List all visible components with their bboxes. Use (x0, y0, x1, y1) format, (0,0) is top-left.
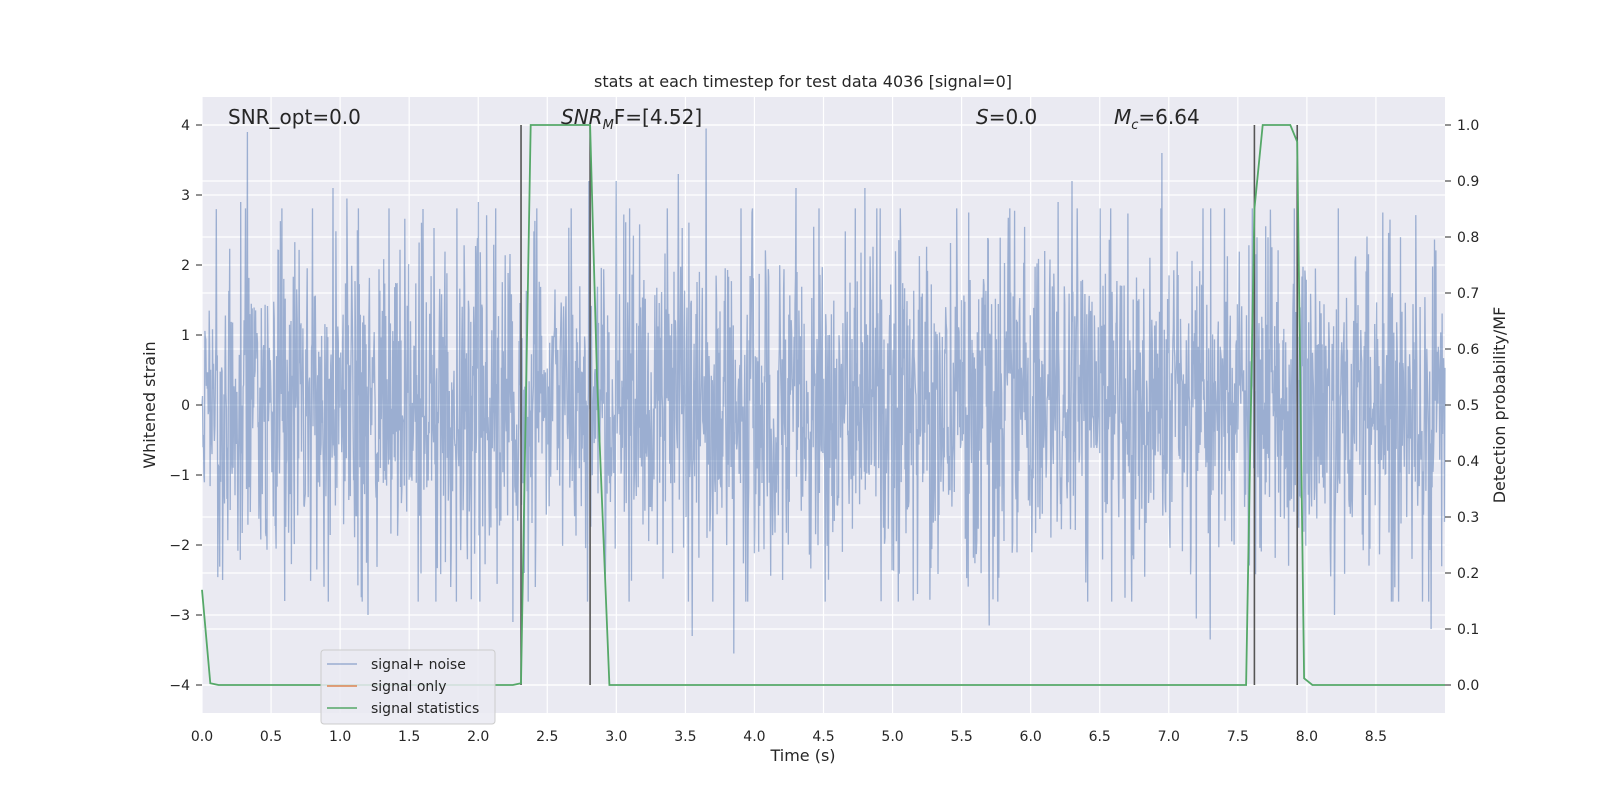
y-tick-label: −4 (169, 678, 190, 694)
y2-tick-label: 0.9 (1457, 174, 1479, 190)
legend-box (320, 649, 496, 725)
y-axis-ticks: −4 −3 −2 −1 0 1 2 3 4 (169, 118, 202, 694)
annotation-mc: Mc=6.64 (1114, 105, 1200, 133)
y-tick-label: 1 (181, 328, 190, 344)
annotation-mc-rest: =6.64 (1138, 105, 1199, 129)
x-tick-label: 4.0 (743, 729, 765, 745)
y2-tick-label: 0.7 (1457, 286, 1479, 302)
x-tick-label: 8.5 (1365, 729, 1387, 745)
annotation-mc-main: M (1114, 105, 1131, 129)
y-tick-label: 4 (181, 118, 190, 134)
x-tick-label: 5.0 (881, 729, 903, 745)
x-tick-label: 4.5 (812, 729, 834, 745)
y2-tick-label: 0.1 (1457, 622, 1479, 638)
legend-label-signal-only: signal only (371, 679, 446, 695)
series-signal-noise (201, 128, 1446, 654)
x-axis-label: Time (s) (769, 746, 835, 765)
annotation-mc-sub: c (1131, 118, 1138, 133)
x-tick-label: 5.5 (950, 729, 972, 745)
x-tick-label: 2.0 (467, 729, 489, 745)
annotation-s-main: S (976, 105, 989, 129)
x-tick-label: 1.5 (398, 729, 420, 745)
x-tick-label: 1.0 (329, 729, 351, 745)
vertical-markers (520, 125, 1299, 685)
annotation-snr-mf-rest: F=[4.52] (614, 105, 702, 129)
y2-tick-label: 0.2 (1457, 566, 1479, 582)
y2-tick-label: 0.5 (1457, 398, 1479, 414)
x-tick-label: 6.5 (1089, 729, 1111, 745)
noise-line (201, 128, 1446, 654)
y-tick-label: −2 (169, 538, 190, 554)
annotation-snr-mf-main: SNR (561, 105, 603, 129)
y-tick-label: 2 (181, 258, 190, 274)
y2-tick-label: 0.6 (1457, 342, 1479, 358)
y-tick-label: −1 (169, 468, 190, 484)
x-tick-label: 7.5 (1227, 729, 1249, 745)
y-tick-label: 3 (181, 188, 190, 204)
annotation-snr-mf: SNRMF=[4.52] (561, 105, 702, 133)
annotation-snr-opt: SNR_opt=0.0 (228, 105, 361, 129)
x-tick-label: 3.0 (605, 729, 627, 745)
x-tick-label: 0.0 (191, 729, 213, 745)
y2-tick-label: 0.3 (1457, 510, 1479, 526)
y2-tick-label: 0.0 (1457, 678, 1479, 694)
x-tick-label: 7.0 (1158, 729, 1180, 745)
legend-label-signal-statistics: signal statistics (371, 701, 479, 717)
x-tick-label: 6.0 (1020, 729, 1042, 745)
x-tick-label: 2.5 (536, 729, 558, 745)
x-tick-label: 0.5 (260, 729, 282, 745)
x-tick-label: 8.0 (1296, 729, 1318, 745)
y-tick-label: −3 (169, 608, 190, 624)
legend: signal+ noise signal only signal statist… (320, 649, 496, 725)
chart-title: stats at each timestep for test data 403… (594, 72, 1012, 91)
y2-tick-label: 0.8 (1457, 230, 1479, 246)
y2-tick-label: 1.0 (1457, 118, 1479, 134)
x-axis-ticks: 0.0 0.5 1.0 1.5 2.0 2.5 3.0 3.5 4.0 4.5 5.0 5.5 6.0 6… (191, 729, 1387, 745)
annotation-s: S=0.0 (976, 105, 1037, 129)
y2-axis-label: Detection probability/MF (1490, 307, 1509, 504)
y-axis-label: Whitened strain (140, 341, 159, 468)
annotation-snr-mf-sub: M (603, 118, 614, 133)
y2-axis-ticks: 0.0 0.1 0.2 0.3 0.4 0.5 0.6 0.7 0.8 0.9 1.0 (1445, 118, 1479, 694)
y2-tick-label: 0.4 (1457, 454, 1479, 470)
legend-label-signal-noise: signal+ noise (371, 657, 466, 673)
annotation-s-rest: =0.0 (989, 105, 1038, 129)
y-tick-label: 0 (181, 398, 190, 414)
x-tick-label: 3.5 (674, 729, 696, 745)
